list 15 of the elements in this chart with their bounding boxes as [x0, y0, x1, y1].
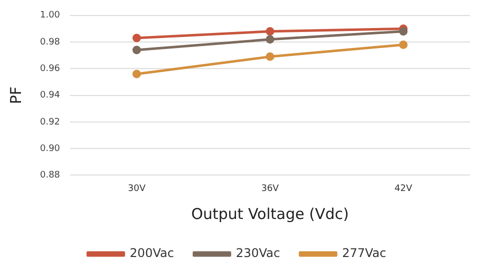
x-axis-title: Output Voltage (Vdc) [191, 204, 349, 223]
x-tick-label: 30V [128, 184, 146, 194]
x-tick-label: 42V [394, 184, 413, 194]
y-tick-label: 0.90 [40, 144, 60, 154]
y-tick-label: 1.00 [40, 10, 60, 21]
y-tick-label: 0.98 [40, 37, 60, 48]
x-tick-label: 36V [261, 184, 280, 194]
y-tick-label: 0.92 [40, 117, 60, 128]
y-tick-label: 0.88 [40, 170, 60, 181]
y-tick-label: 0.96 [40, 64, 60, 74]
legend-label: 230Vac [236, 246, 280, 260]
legend-label: 200Vac [130, 246, 174, 260]
y-axis-title: PF [6, 86, 25, 104]
y-tick-label: 0.94 [40, 90, 60, 101]
legend-label: 277Vac [342, 246, 386, 260]
